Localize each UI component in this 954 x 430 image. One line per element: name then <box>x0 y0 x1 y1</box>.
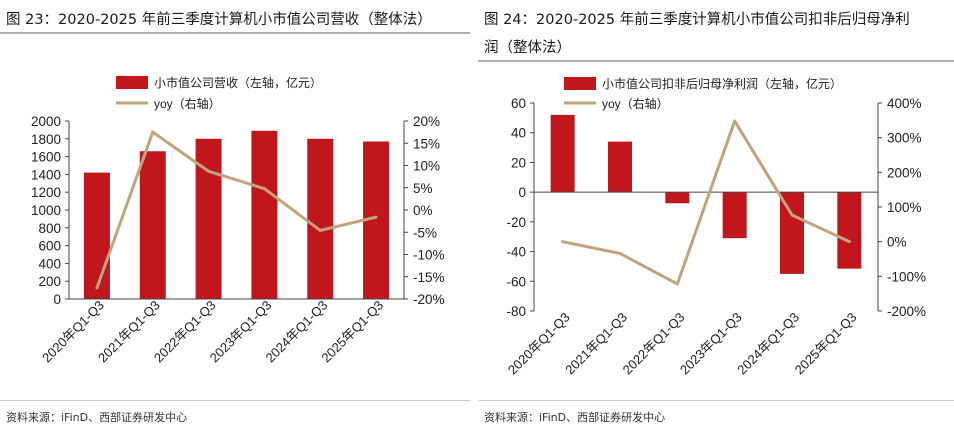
left-tick-label: 1600 <box>31 150 61 165</box>
bar <box>665 192 690 204</box>
revenue-chart: 小市值公司营收（左轴，亿元） yoy（右轴） 0 200 400 600 800 1000… <box>31 75 445 365</box>
right-tick-label: 100% <box>887 200 922 215</box>
right-tick-label: 20% <box>413 114 440 129</box>
chart-title-line1: 图 24：2020-2025 年前三季度计算机小市值公司扣非后归母净利 <box>484 12 910 28</box>
left-tick-label: 200 <box>38 274 61 289</box>
left-tick-label: 0 <box>518 185 526 200</box>
title-divider <box>478 60 954 62</box>
yoy-point <box>262 187 266 191</box>
right-tick-label: 10% <box>413 159 440 174</box>
legend-line-label: yoy（右轴） <box>154 96 221 111</box>
yoy-point <box>151 130 155 134</box>
yoy-line <box>95 130 377 289</box>
right-tick-label: -100% <box>887 269 926 284</box>
left-tick-label: -40 <box>506 245 526 260</box>
bar <box>195 138 222 299</box>
bar <box>780 192 804 274</box>
chart-source: 资料来源：iFinD、西部证券研发中心 <box>6 411 188 424</box>
left-tick-label: 2000 <box>31 114 61 129</box>
right-tick-label: -200% <box>887 304 926 319</box>
right-tick-label: 5% <box>413 181 433 196</box>
yoy-point <box>561 240 565 244</box>
left-tick-label: 400 <box>38 256 61 271</box>
right-tick-label: 200% <box>887 165 922 180</box>
legend-bar-swatch <box>564 77 596 90</box>
legend-bar-label: 小市值公司扣非后归母净利润（左轴，亿元） <box>602 76 842 91</box>
right-tick-label: 15% <box>413 136 440 151</box>
chart-legend: 小市值公司营收（左轴，亿元） yoy（右轴） <box>116 75 322 111</box>
left-tick-label: 1800 <box>31 132 61 147</box>
profit-chart: 小市值公司扣非后归母净利润（左轴，亿元） yoy（右轴） -80 -60 -40 -2… <box>505 76 926 377</box>
bar <box>837 192 862 269</box>
category-label: 2025年Q1-Q3 <box>792 310 860 378</box>
right-tick-label: -10% <box>413 248 445 263</box>
yoy-point <box>207 169 211 173</box>
title-divider <box>0 32 470 34</box>
right-tick-label: 400% <box>887 96 922 111</box>
bar <box>307 138 334 299</box>
right-tick-label: -20% <box>413 292 445 307</box>
chart-legend: 小市值公司扣非后归母净利润（左轴，亿元） yoy（右轴） <box>564 76 842 111</box>
legend-bar-swatch <box>116 76 148 89</box>
yoy-point <box>790 213 794 217</box>
bar <box>83 172 110 299</box>
yoy-point <box>95 286 99 290</box>
left-tick-label: 40 <box>511 126 526 141</box>
left-tick-label: -20 <box>506 215 526 230</box>
bar <box>608 141 632 193</box>
chart-panel-profit: 图 24：2020-2025 年前三季度计算机小市值公司扣非后归母净利 润（整体法… <box>478 0 954 430</box>
bar <box>139 151 166 299</box>
plot-area: 0 200 400 600 800 1000 1200 1400 1600 1800 2000 -20… <box>31 114 445 365</box>
left-tick-label: 20 <box>511 155 526 170</box>
left-tick-label: -60 <box>506 274 526 289</box>
legend-bar-label: 小市值公司营收（左轴，亿元） <box>154 75 322 90</box>
left-tick-label: 60 <box>511 96 526 111</box>
left-tick-label: 800 <box>38 221 61 236</box>
yoy-line <box>562 119 850 286</box>
yoy-point <box>618 251 622 255</box>
yoy-point <box>675 282 679 286</box>
bar <box>722 192 747 239</box>
left-tick-label: 1200 <box>31 185 61 200</box>
chart-panel-revenue: 图 23：2020-2025 年前三季度计算机小市值公司营收（整体法） 小市值公… <box>0 0 470 430</box>
left-tick-label: 1400 <box>31 167 61 182</box>
yoy-point <box>374 215 378 219</box>
bar <box>251 130 278 299</box>
plot-area: -80 -60 -40 -20 0 20 40 60 -200% -100% 0% 100% 200% 3… <box>505 96 926 377</box>
chart-title-line2: 润（整体法） <box>484 40 571 56</box>
yoy-point <box>847 240 851 244</box>
yoy-point <box>318 228 322 232</box>
right-tick-label: 0% <box>413 203 433 218</box>
right-tick-label: 300% <box>887 131 922 146</box>
bar <box>550 114 575 193</box>
left-tick-label: 600 <box>38 239 61 254</box>
chart-title: 图 23：2020-2025 年前三季度计算机小市值公司营收（整体法） <box>6 12 432 28</box>
yoy-point <box>733 119 737 123</box>
right-tick-label: -15% <box>413 270 445 285</box>
source-divider <box>0 400 470 401</box>
chart-source: 资料来源：iFinD、西部证券研发中心 <box>484 411 666 424</box>
left-tick-label: 1000 <box>31 203 61 218</box>
left-tick-label: -80 <box>506 304 526 319</box>
right-tick-label: -5% <box>413 225 437 240</box>
right-tick-label: 0% <box>887 235 907 250</box>
left-tick-label: 0 <box>53 292 61 307</box>
source-divider <box>478 400 954 401</box>
legend-line-label: yoy（右轴） <box>602 96 669 111</box>
chart-title: 图 24：2020-2025 年前三季度计算机小市值公司扣非后归母净利 润（整体法… <box>484 6 944 62</box>
